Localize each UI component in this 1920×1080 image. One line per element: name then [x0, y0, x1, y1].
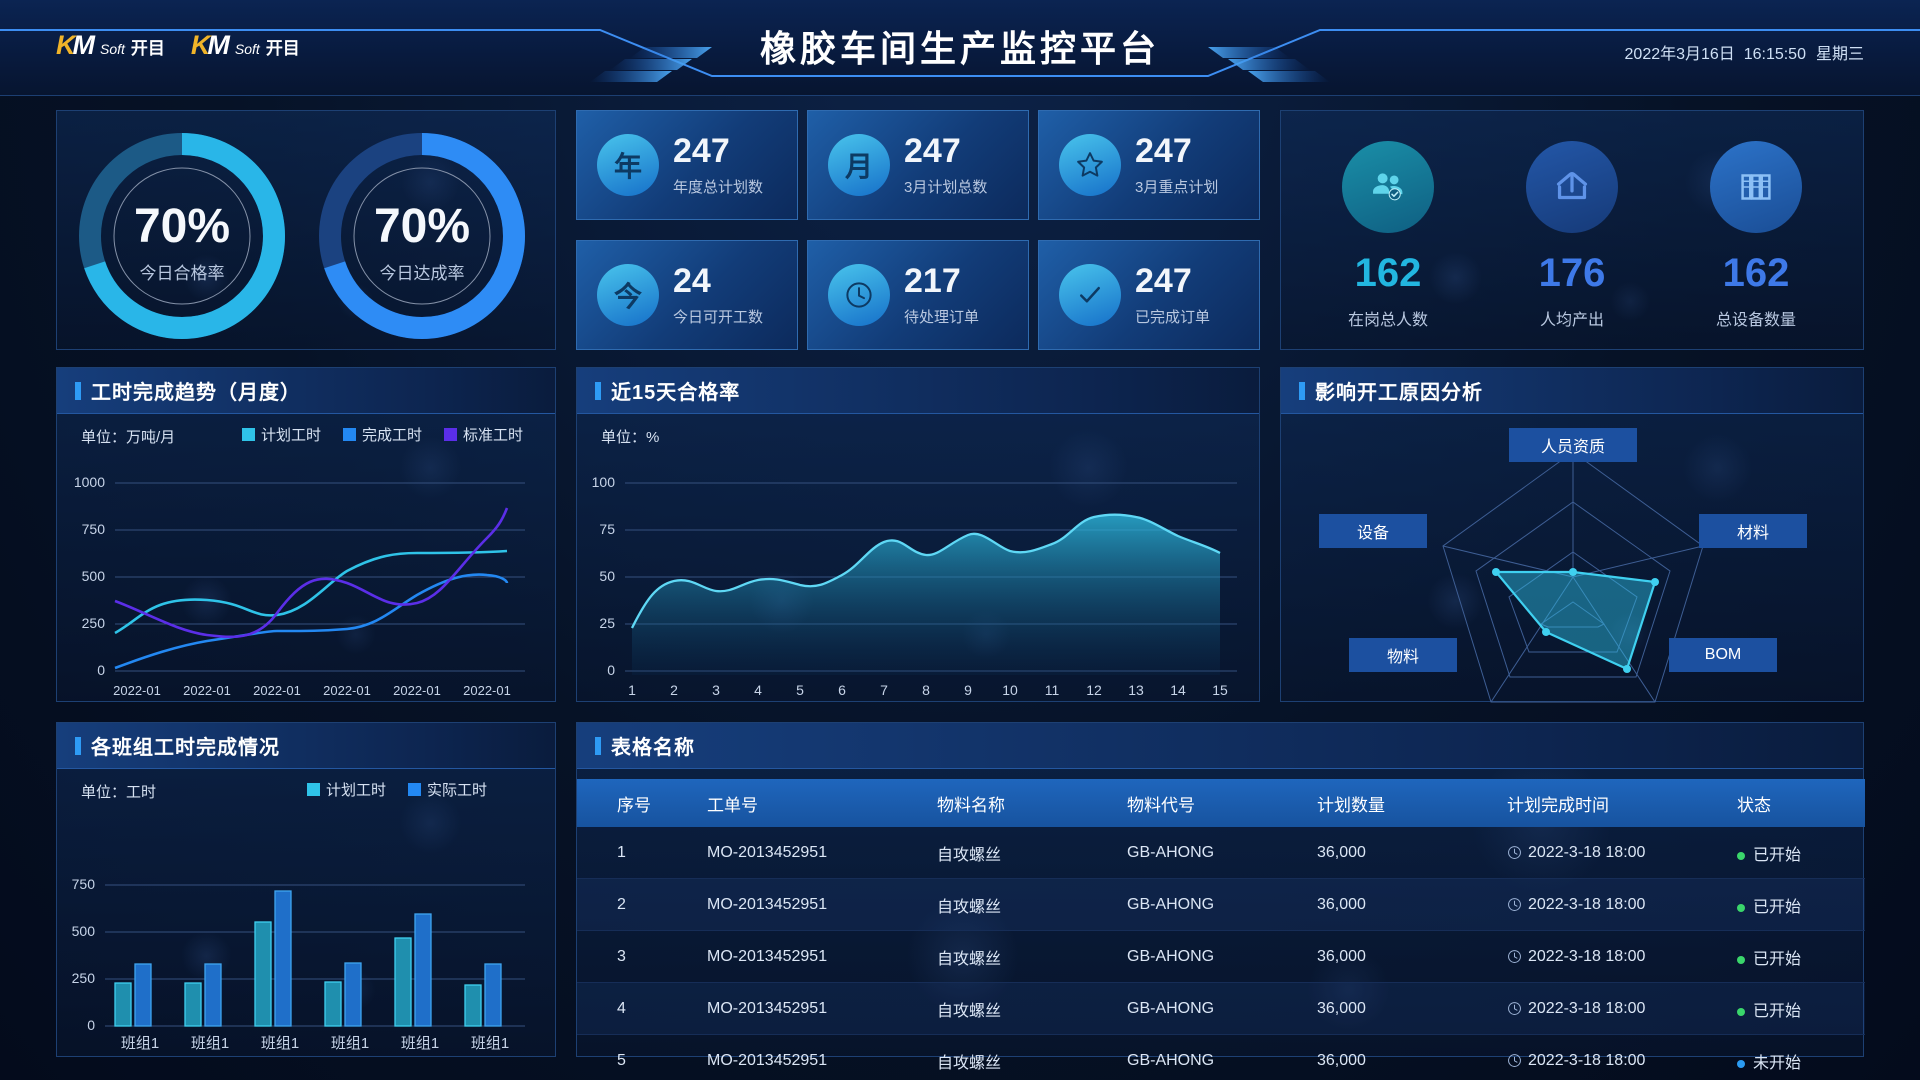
svg-text:班组1: 班组1 [471, 1035, 509, 1052]
svg-text:100: 100 [592, 474, 616, 490]
svg-text:250: 250 [72, 970, 96, 986]
svg-text:15: 15 [1212, 682, 1228, 698]
svg-text:750: 750 [82, 521, 106, 537]
svg-text:班组1: 班组1 [401, 1035, 439, 1052]
svg-text:14: 14 [1170, 682, 1186, 698]
svg-text:班组1: 班组1 [331, 1035, 369, 1052]
svg-text:5: 5 [796, 682, 804, 698]
svg-text:250: 250 [82, 615, 106, 631]
svg-text:7: 7 [880, 682, 888, 698]
svg-text:10: 10 [1002, 682, 1018, 698]
svg-text:班组1: 班组1 [121, 1035, 159, 1052]
svg-text:2: 2 [670, 682, 678, 698]
svg-text:9: 9 [964, 682, 972, 698]
svg-text:2022-01: 2022-01 [253, 683, 301, 698]
svg-text:1000: 1000 [74, 474, 105, 490]
svg-text:6: 6 [838, 682, 846, 698]
svg-text:2022-01: 2022-01 [323, 683, 371, 698]
svg-text:班组1: 班组1 [261, 1035, 299, 1052]
svg-text:2022-01: 2022-01 [393, 683, 441, 698]
svg-text:75: 75 [599, 521, 615, 537]
svg-text:500: 500 [82, 568, 106, 584]
svg-text:1: 1 [628, 682, 636, 698]
svg-text:25: 25 [599, 615, 615, 631]
svg-text:2022-01: 2022-01 [463, 683, 511, 698]
svg-text:0: 0 [97, 662, 105, 678]
svg-text:2022-01: 2022-01 [183, 683, 231, 698]
svg-text:11: 11 [1045, 682, 1060, 698]
svg-text:500: 500 [72, 923, 96, 939]
svg-text:2022-01: 2022-01 [113, 683, 161, 698]
svg-text:0: 0 [607, 662, 615, 678]
svg-text:50: 50 [599, 568, 615, 584]
svg-text:12: 12 [1086, 682, 1102, 698]
svg-text:3: 3 [712, 682, 720, 698]
svg-text:0: 0 [87, 1017, 95, 1033]
svg-text:8: 8 [922, 682, 930, 698]
svg-text:班组1: 班组1 [191, 1035, 229, 1052]
svg-text:4: 4 [754, 682, 762, 698]
svg-text:750: 750 [72, 876, 96, 892]
svg-text:13: 13 [1128, 682, 1144, 698]
